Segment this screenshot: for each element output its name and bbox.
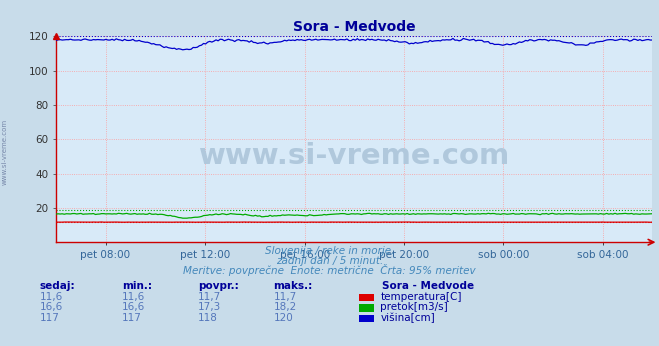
Text: 11,7: 11,7 (198, 292, 221, 302)
Text: Meritve: povprečne  Enote: metrične  Črta: 95% meritev: Meritve: povprečne Enote: metrične Črta:… (183, 264, 476, 276)
Text: 117: 117 (40, 313, 59, 323)
Text: www.si-vreme.com: www.si-vreme.com (198, 142, 510, 170)
Text: temperatura[C]: temperatura[C] (380, 292, 462, 302)
Text: Sora - Medvode: Sora - Medvode (382, 281, 474, 291)
Text: povpr.:: povpr.: (198, 281, 239, 291)
Text: 11,7: 11,7 (273, 292, 297, 302)
Text: 120: 120 (273, 313, 293, 323)
Text: 11,6: 11,6 (122, 292, 145, 302)
Text: 17,3: 17,3 (198, 302, 221, 312)
Text: zadnji dan / 5 minut.: zadnji dan / 5 minut. (276, 256, 383, 266)
Text: višina[cm]: višina[cm] (380, 313, 435, 323)
Text: maks.:: maks.: (273, 281, 313, 291)
Text: 117: 117 (122, 313, 142, 323)
Text: 16,6: 16,6 (122, 302, 145, 312)
Title: Sora - Medvode: Sora - Medvode (293, 20, 416, 34)
Text: sedaj:: sedaj: (40, 281, 75, 291)
Text: Slovenija / reke in morje.: Slovenija / reke in morje. (265, 246, 394, 256)
Text: 11,6: 11,6 (40, 292, 63, 302)
Text: pretok[m3/s]: pretok[m3/s] (380, 302, 448, 312)
Text: www.si-vreme.com: www.si-vreme.com (1, 119, 8, 185)
Text: min.:: min.: (122, 281, 152, 291)
Text: 18,2: 18,2 (273, 302, 297, 312)
Text: 16,6: 16,6 (40, 302, 63, 312)
Text: 118: 118 (198, 313, 217, 323)
